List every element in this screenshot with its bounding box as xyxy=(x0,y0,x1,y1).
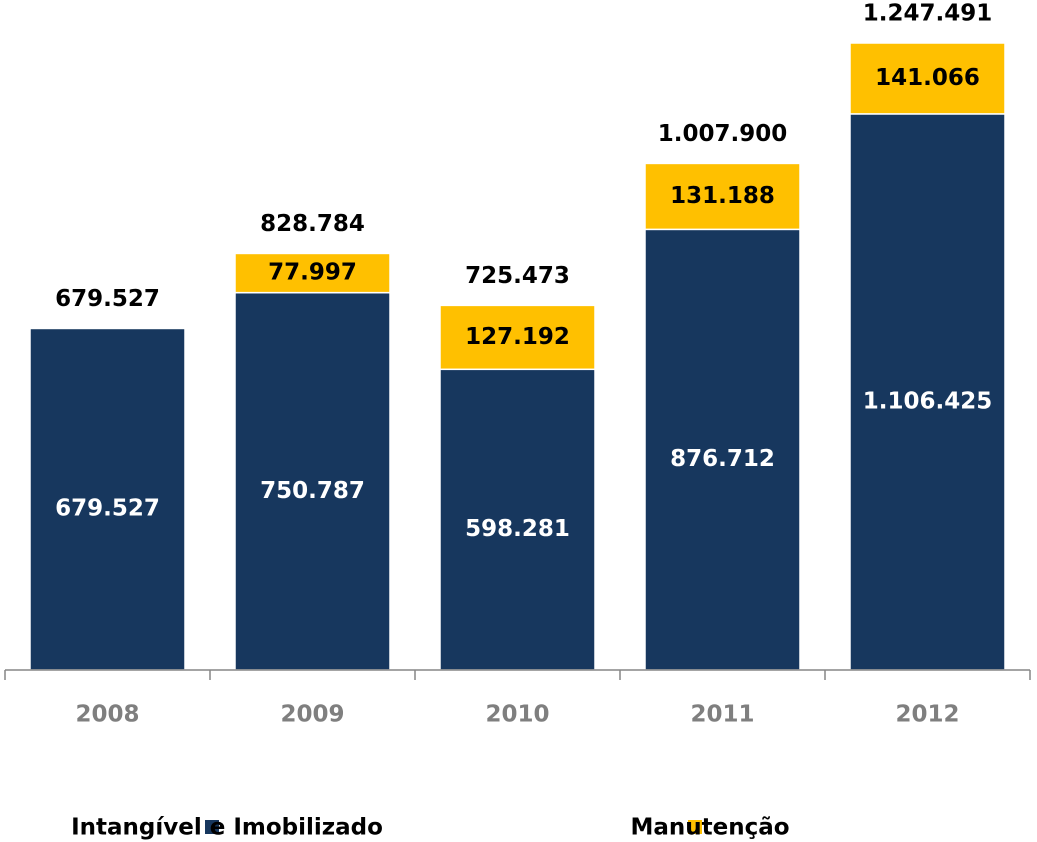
legend-swatch xyxy=(205,820,219,834)
bar-segment xyxy=(849,113,1006,671)
total-label: 828.784 xyxy=(260,211,365,237)
legend-label: Intangível e Imobilizado xyxy=(71,815,383,841)
bar-segment xyxy=(234,252,391,294)
x-tick-label: 2010 xyxy=(485,702,549,728)
value-label: 77.997 xyxy=(268,260,357,286)
bar-segment xyxy=(849,42,1006,115)
x-tick-label: 2009 xyxy=(280,702,344,728)
bar-segment xyxy=(29,327,186,671)
total-label: 725.473 xyxy=(465,263,570,289)
value-label: 141.066 xyxy=(875,65,980,91)
value-label: 876.712 xyxy=(670,446,775,472)
value-label: 598.281 xyxy=(465,516,570,542)
x-tick-label: 2011 xyxy=(690,702,754,728)
total-label: 1.007.900 xyxy=(658,121,788,147)
total-label: 679.527 xyxy=(55,286,160,312)
bar-segment xyxy=(439,304,596,371)
x-tick-label: 2008 xyxy=(75,702,139,728)
value-label: 127.192 xyxy=(465,324,570,350)
x-tick-label: 2012 xyxy=(895,702,959,728)
value-label: 679.527 xyxy=(55,496,160,522)
bar-segment xyxy=(644,228,801,671)
legend-swatch xyxy=(688,820,702,834)
bar-segment xyxy=(234,291,391,671)
value-label: 1.106.425 xyxy=(863,388,993,414)
value-label: 750.787 xyxy=(260,478,365,504)
total-label: 1.247.491 xyxy=(863,1,993,27)
legend-label: Manutenção xyxy=(630,815,789,841)
bar-segment xyxy=(644,162,801,231)
value-label: 131.188 xyxy=(670,183,775,209)
bar-segment xyxy=(439,368,596,671)
